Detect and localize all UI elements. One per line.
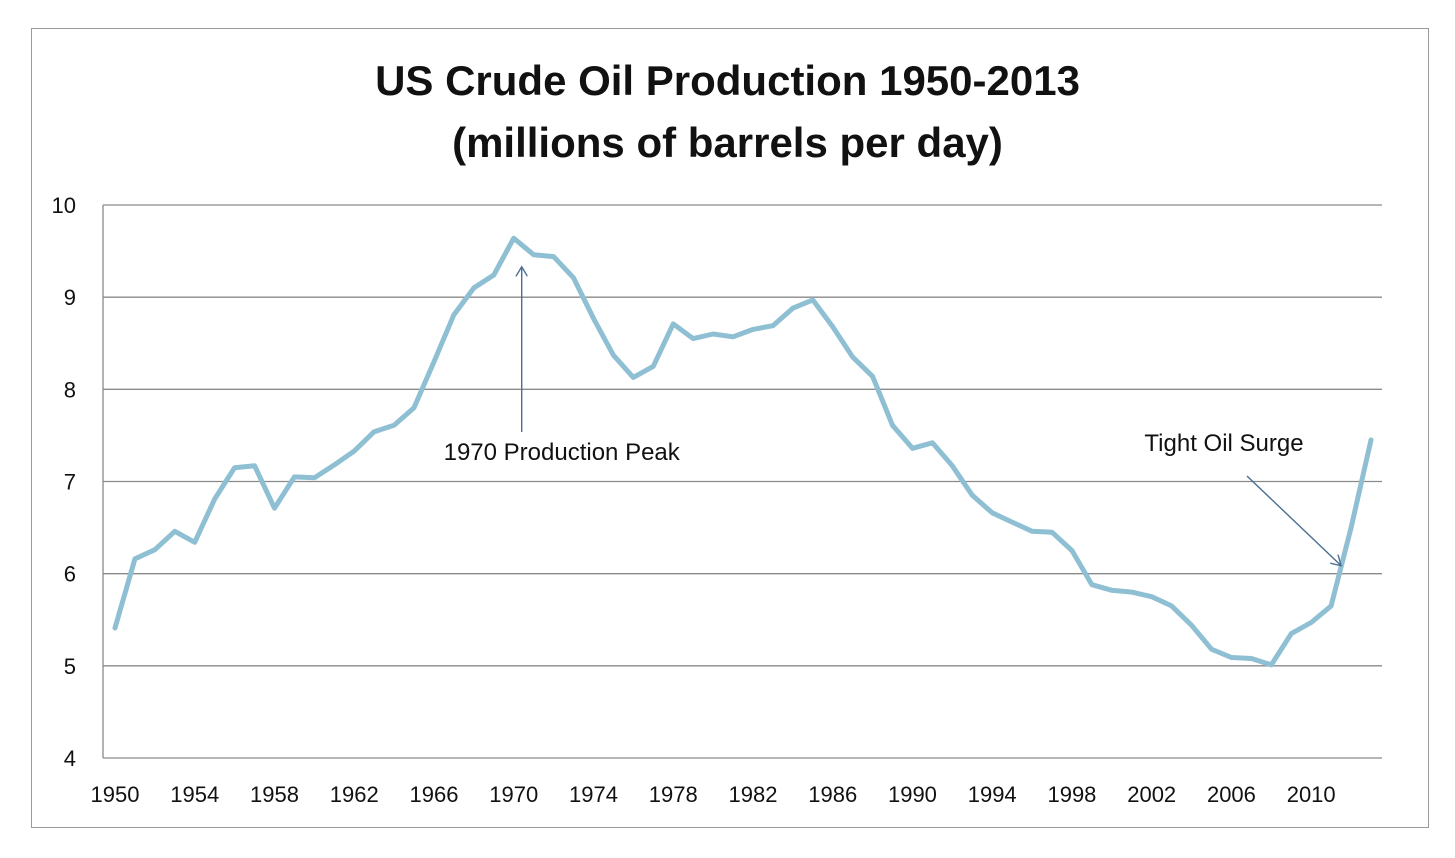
- x-tick-label: 1978: [649, 782, 698, 807]
- chart-title: US Crude Oil Production 1950-2013 (milli…: [0, 50, 1455, 174]
- y-axis-ticks: 4 5 6 7 8 9 10: [52, 193, 76, 771]
- x-tick-label: 1954: [170, 782, 219, 807]
- chart-frame: [31, 28, 1429, 828]
- series-line: [112, 235, 1374, 668]
- y-tick-label: 7: [64, 470, 76, 495]
- x-tick-label: 1962: [330, 782, 379, 807]
- annotation-surge-label: Tight Oil Surge: [1144, 430, 1303, 457]
- y-tick-label: 10: [52, 193, 76, 218]
- chart-subtitle: (millions of barrels per day): [452, 119, 1003, 166]
- x-tick-label: 1986: [808, 782, 857, 807]
- x-tick-label: 1990: [888, 782, 937, 807]
- y-tick-label: 5: [64, 654, 76, 679]
- x-tick-label: 1958: [250, 782, 299, 807]
- chart-title-line1: US Crude Oil Production 1950-2013: [375, 57, 1080, 104]
- annotation-surge-arrow: [1246, 475, 1341, 566]
- x-tick-label: 1982: [728, 782, 777, 807]
- x-axis-ticks: 1950 1954 1958 1962 1966 1970 1974 1978 1982 1986…: [91, 782, 1336, 807]
- x-tick-label: 2010: [1287, 782, 1336, 807]
- annotation-peak-label: 1970 Production Peak: [444, 439, 681, 466]
- x-tick-label: 1998: [1047, 782, 1096, 807]
- y-tick-label: 8: [64, 377, 76, 402]
- x-tick-label: 2002: [1127, 782, 1176, 807]
- x-tick-label: 1974: [569, 782, 618, 807]
- x-tick-label: 1966: [410, 782, 459, 807]
- y-tick-label: 9: [64, 285, 76, 310]
- y-tick-label: 6: [64, 562, 76, 587]
- x-tick-label: 1970: [489, 782, 538, 807]
- y-tick-label: 4: [64, 746, 76, 771]
- series-layer: [112, 235, 1374, 668]
- gridlines: [102, 204, 1382, 759]
- x-tick-label: 2006: [1207, 782, 1256, 807]
- x-tick-label: 1950: [91, 782, 140, 807]
- annotations: 1970 Production Peak Tight Oil Surge: [444, 267, 1341, 566]
- x-tick-label: 1994: [968, 782, 1017, 807]
